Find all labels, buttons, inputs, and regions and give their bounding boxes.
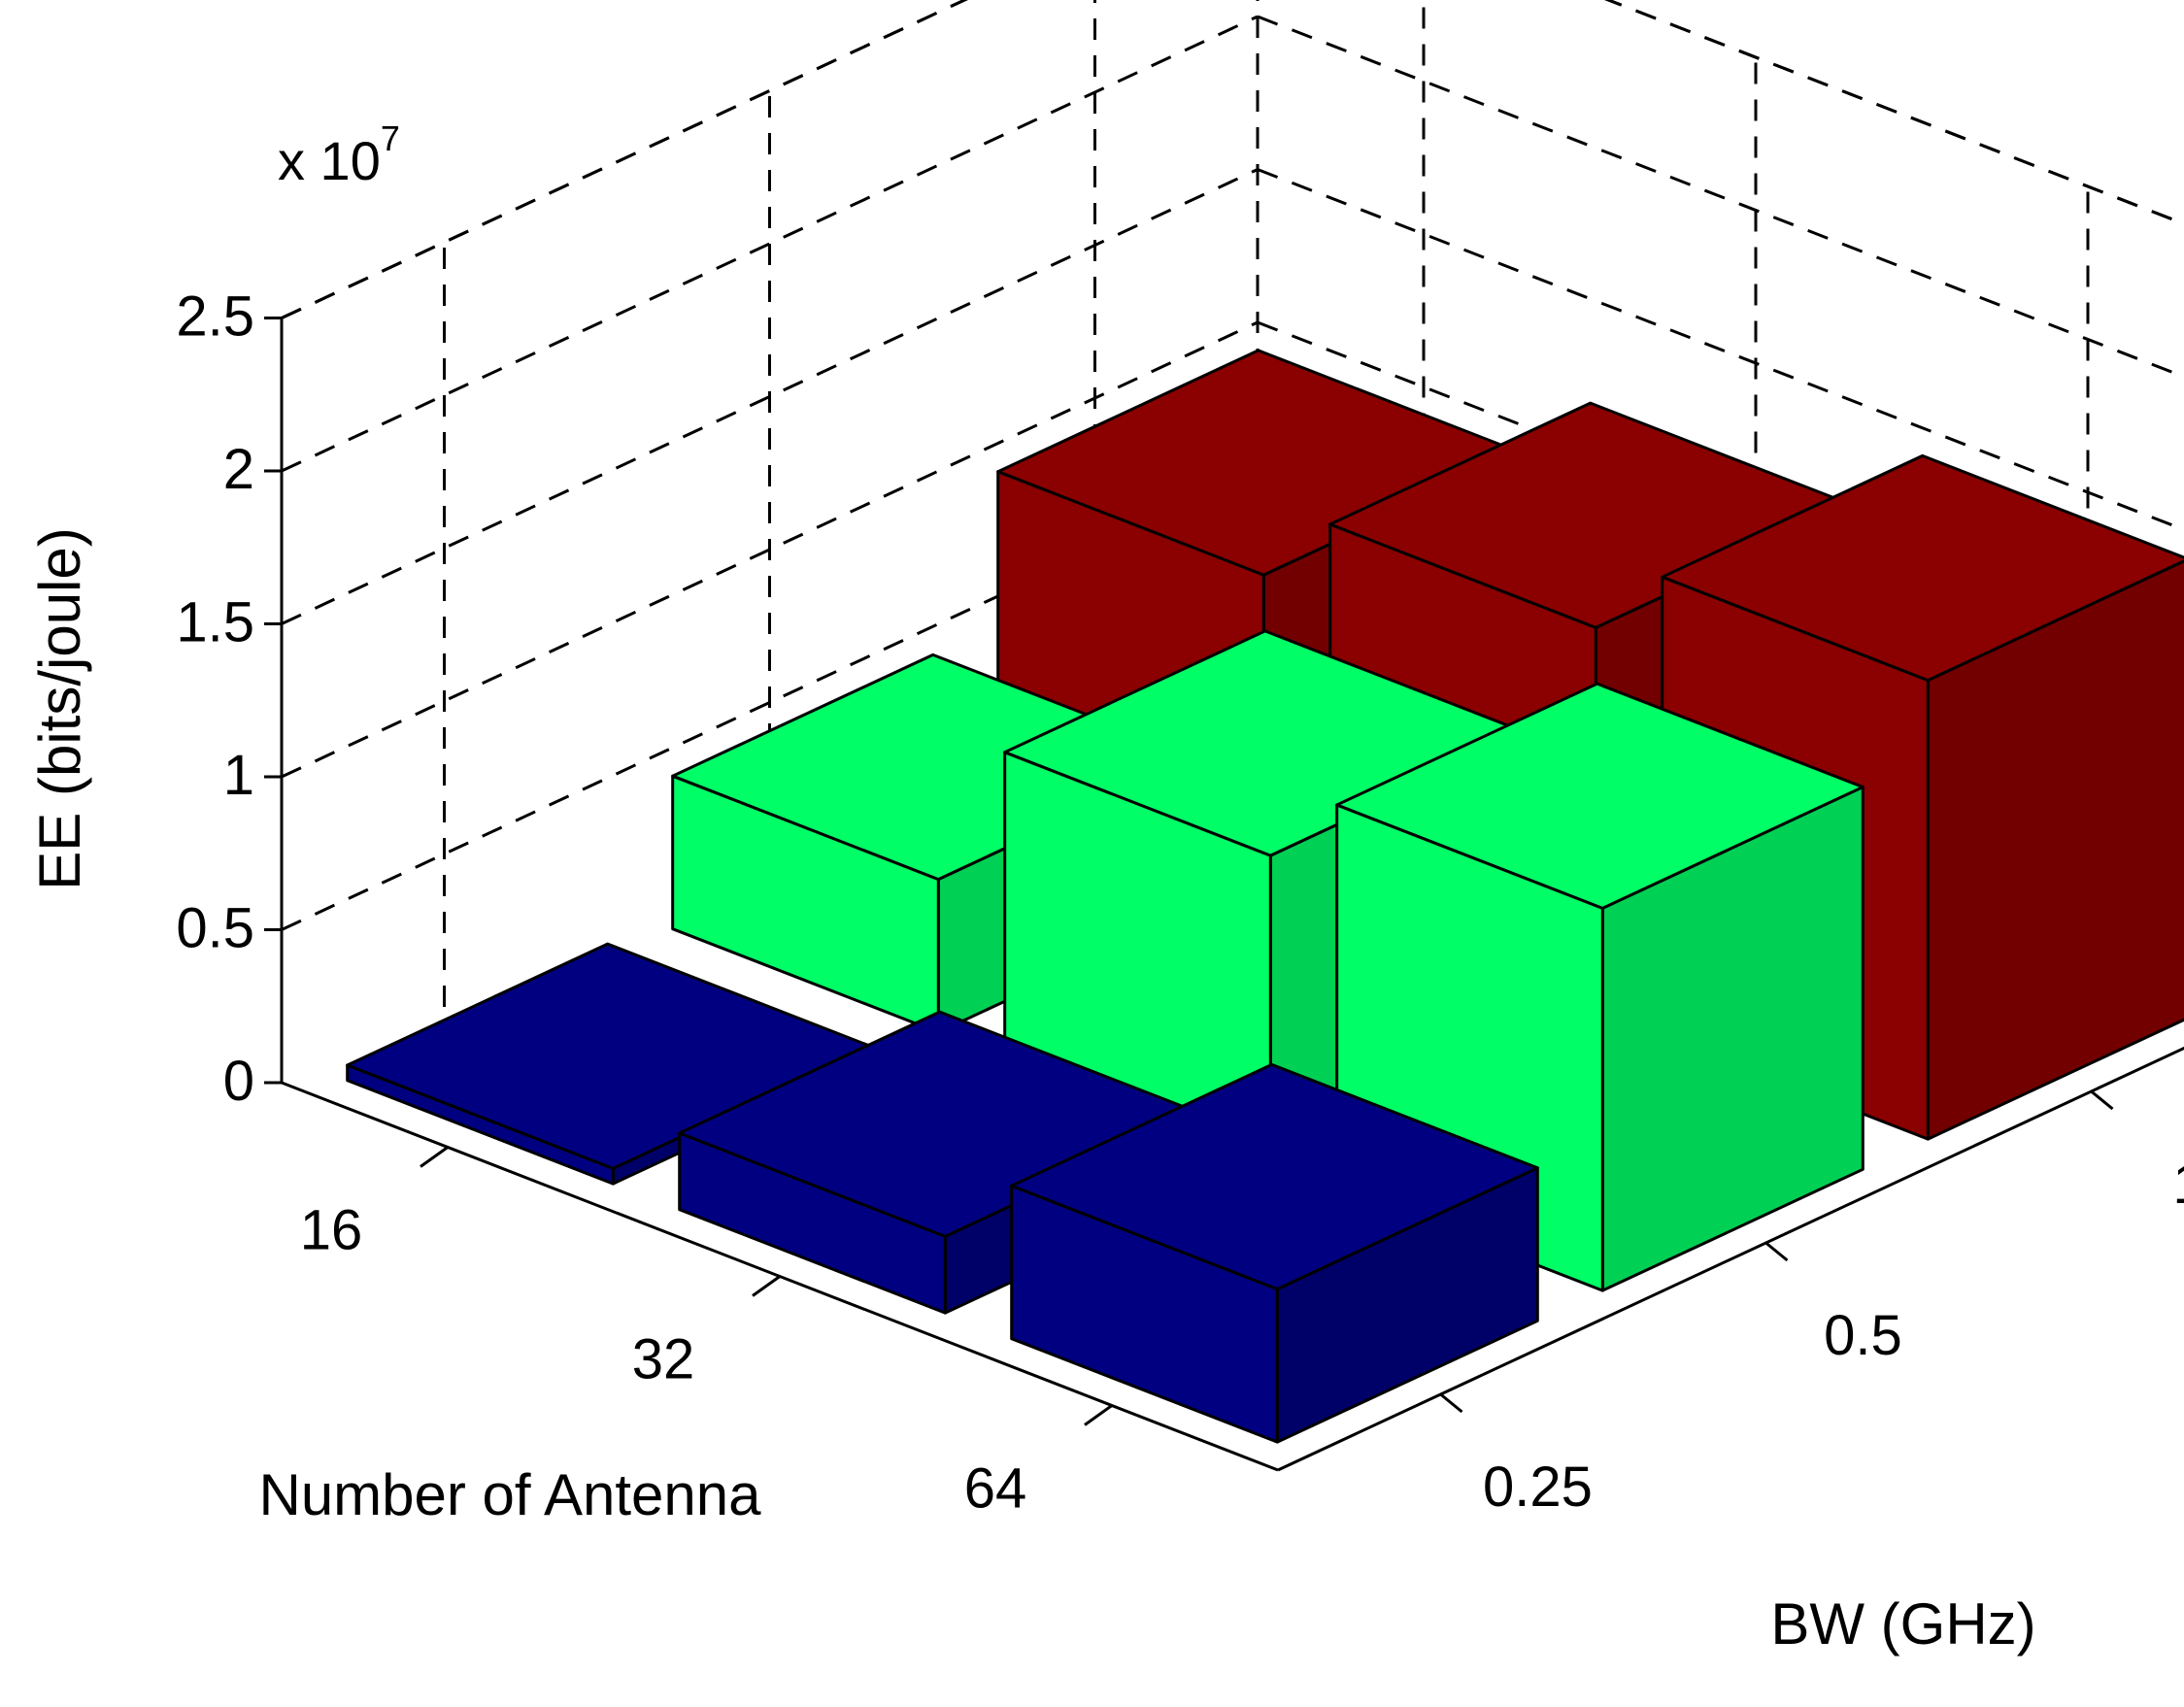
z-grid-line-right	[1604, 0, 2184, 226]
axes-layer	[264, 317, 2184, 1472]
z-tick-label: 1.5	[176, 591, 254, 654]
bars-layer	[346, 349, 2184, 1444]
x-tick-label: 64	[964, 1457, 1027, 1521]
labels-layer: EE (bits/joule) Number of Antenna BW (GH…	[27, 118, 2184, 1657]
z-tick-label: 2.5	[176, 285, 254, 349]
box-top-back-edge	[281, 0, 968, 319]
box-top-right-edge	[1604, 0, 2184, 226]
x-tick	[1084, 1404, 1113, 1426]
x-tick-label: 16	[300, 1199, 363, 1262]
z-multiplier-base: x 10	[278, 130, 381, 191]
bar-64-0.25-top-face	[1010, 1062, 1539, 1291]
x-axis-title: Number of Antenna	[258, 1462, 761, 1527]
x-tick	[752, 1275, 781, 1297]
x-tick-label: 32	[632, 1328, 695, 1391]
z-multiplier-exponent: 7	[381, 118, 400, 158]
z-tick-label: 1	[223, 744, 254, 807]
x-tick	[420, 1146, 449, 1168]
bar-64-0.5-top-face	[1335, 682, 1865, 910]
z-grid-line-right	[1257, 15, 2184, 379]
z-axis-title: EE (bits/joule)	[27, 527, 92, 889]
z-tick-label: 2	[223, 438, 254, 501]
z-grid-line-back	[281, 0, 968, 319]
y-tick	[1439, 1392, 1463, 1414]
z-tick-label: 0.5	[176, 897, 254, 960]
y-tick-label: 0.5	[1824, 1304, 1902, 1367]
y-tick-label: 1	[2172, 1153, 2184, 1216]
y-axis-title: BW (GHz)	[1770, 1591, 2035, 1657]
z-tick-label: 0	[223, 1050, 254, 1113]
z-grid-line-back	[281, 15, 1259, 473]
bar-64-1-top-face	[1661, 453, 2184, 683]
y-tick	[1764, 1241, 1789, 1262]
y-tick	[2090, 1089, 2114, 1111]
y-tick-label: 0.25	[1483, 1456, 1593, 1519]
z-multiplier-label: x 107	[278, 118, 400, 191]
